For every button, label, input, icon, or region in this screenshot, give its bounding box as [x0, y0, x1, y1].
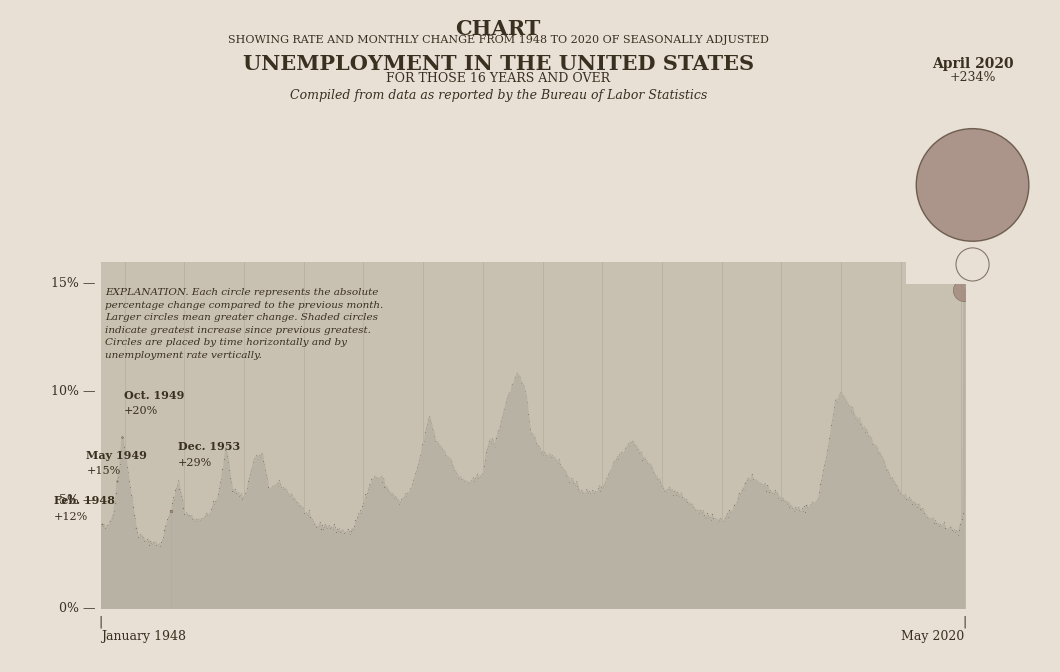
Text: |: | [99, 615, 103, 628]
Text: April 2020: April 2020 [932, 56, 1014, 71]
Text: 10% —: 10% — [51, 385, 95, 398]
Text: Feb. 1948: Feb. 1948 [54, 495, 116, 507]
Text: +234%: +234% [950, 71, 996, 84]
Text: +15%: +15% [86, 466, 121, 476]
Text: 0% —: 0% — [58, 601, 95, 615]
Text: Oct. 1949: Oct. 1949 [124, 390, 184, 401]
Text: CHART: CHART [456, 19, 541, 39]
Text: +20%: +20% [124, 406, 158, 416]
Text: SHOWING RATE AND MONTHLY CHANGE FROM 1948 TO 2020 OF SEASONALLY ADJUSTED: SHOWING RATE AND MONTHLY CHANGE FROM 194… [228, 35, 768, 45]
Text: Compiled from data as reported by the Bureau of Labor Statistics: Compiled from data as reported by the Bu… [289, 89, 707, 101]
Text: EXPLANATION. Each circle represents the absolute
percentage change compared to t: EXPLANATION. Each circle represents the … [105, 288, 384, 360]
Text: FOR THOSE 16 YEARS AND OVER: FOR THOSE 16 YEARS AND OVER [386, 72, 611, 85]
Text: May 1949: May 1949 [86, 450, 147, 461]
Circle shape [916, 128, 1029, 241]
Text: +12%: +12% [54, 511, 88, 521]
Text: May 2020: May 2020 [901, 630, 965, 643]
Text: UNEMPLOYMENT IN THE UNITED STATES: UNEMPLOYMENT IN THE UNITED STATES [243, 54, 754, 74]
Text: 5% —: 5% — [58, 493, 95, 507]
Text: |: | [962, 615, 967, 628]
Text: 15% —: 15% — [51, 278, 95, 290]
Text: +29%: +29% [178, 458, 212, 468]
Text: January 1948: January 1948 [101, 630, 186, 643]
Text: Dec. 1953: Dec. 1953 [178, 442, 241, 452]
